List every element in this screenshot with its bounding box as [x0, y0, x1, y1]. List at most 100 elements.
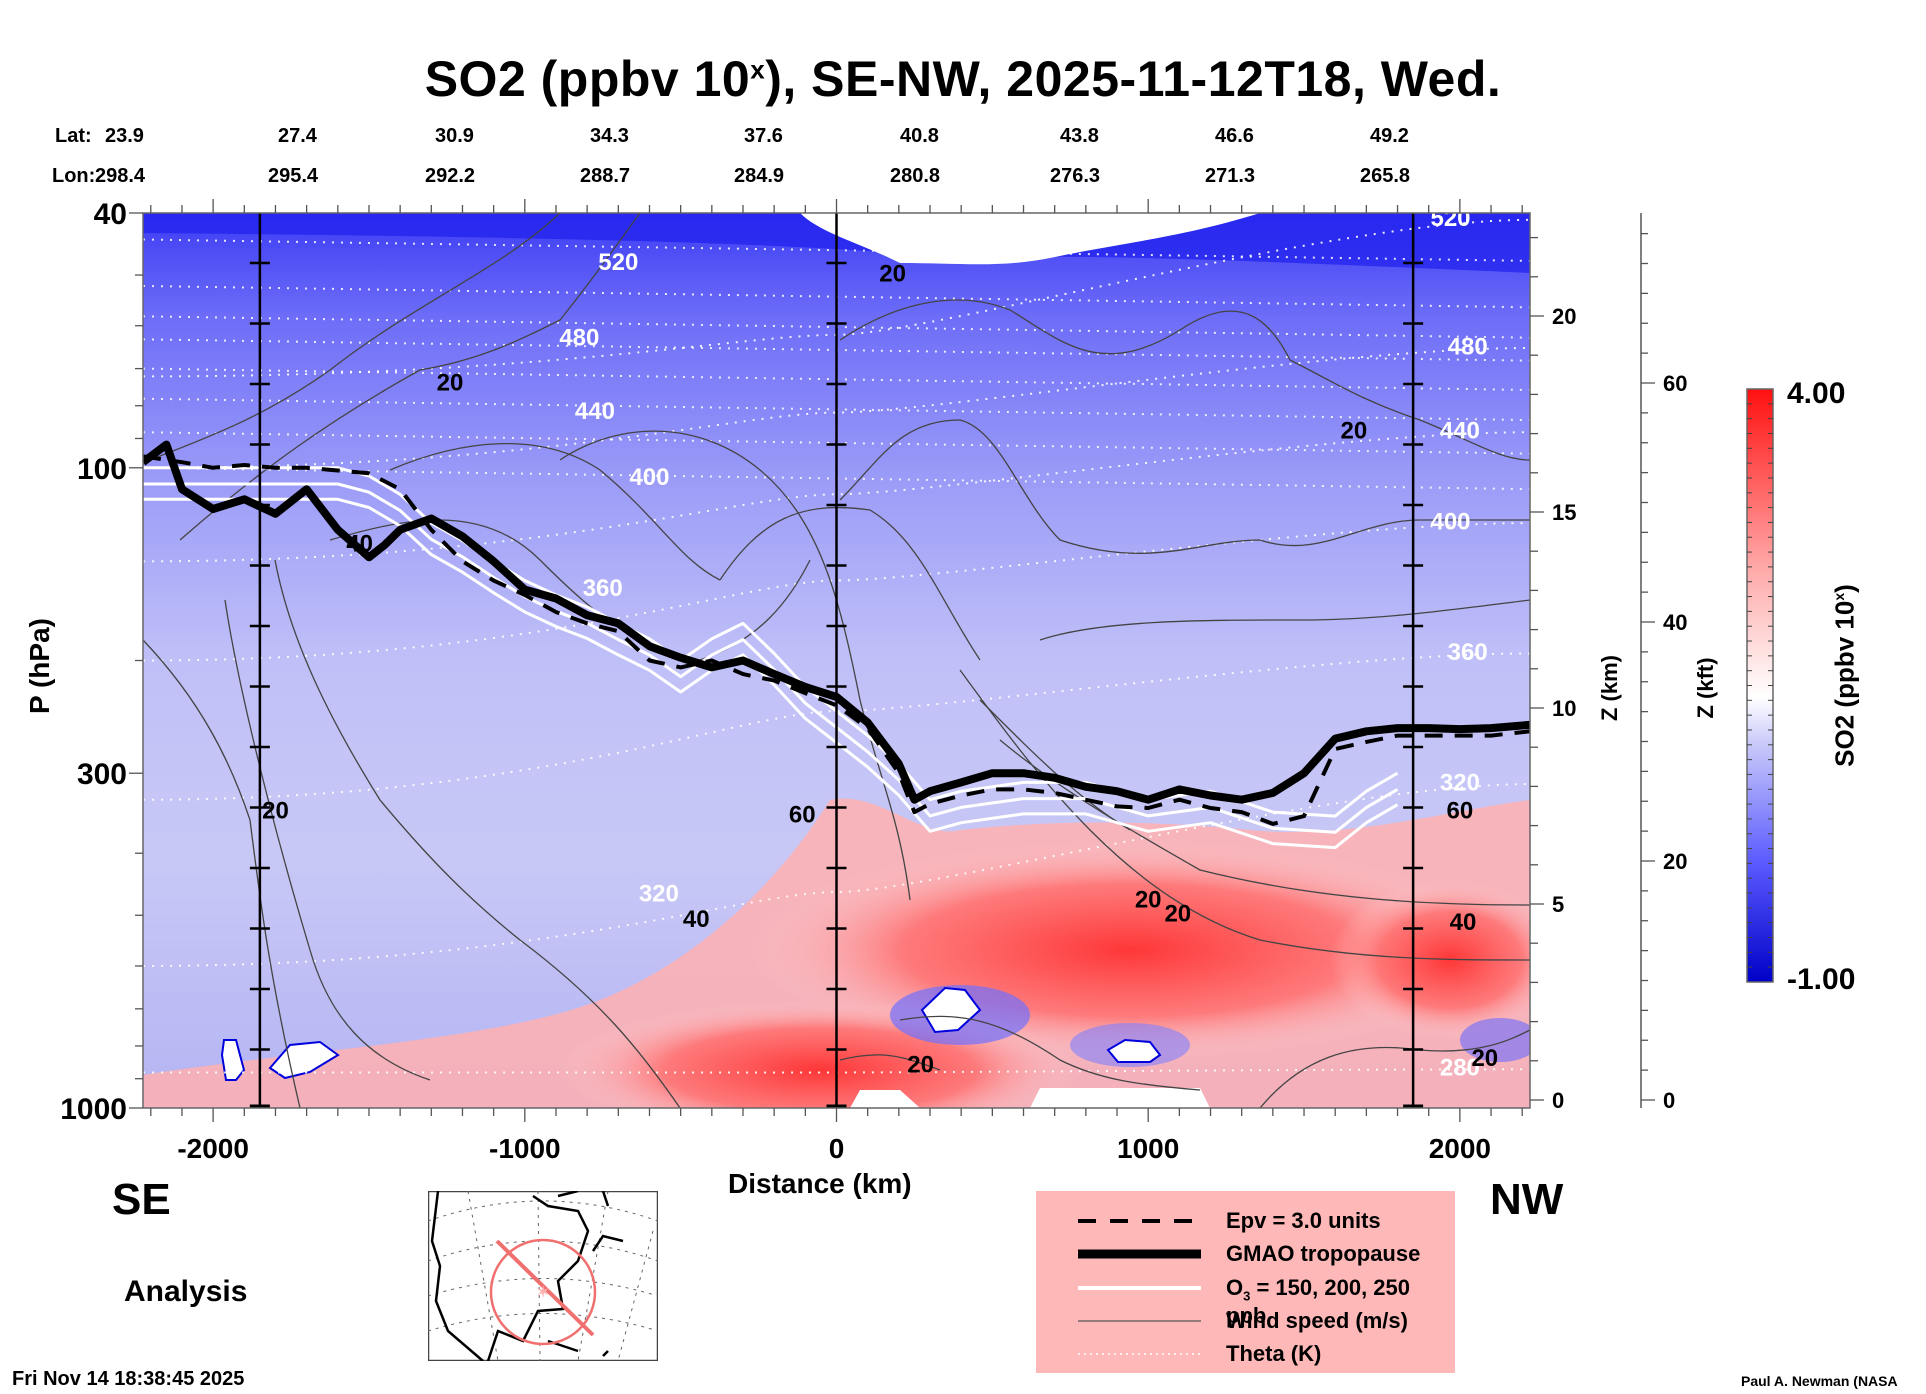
wind-speed-contour — [559, 430, 911, 901]
lon-value: 265.8 — [1360, 165, 1411, 187]
lat-value: 37.6 — [744, 125, 783, 147]
legend: Epv = 3.0 units GMAO tropopause O3 = 150… — [1036, 1191, 1455, 1373]
theta-contour-label: 280 — [1440, 1055, 1480, 1082]
ozone-contour-line — [143, 482, 1399, 834]
inset-map-frame — [428, 1191, 658, 1361]
coastline — [430, 1191, 624, 1361]
theta-contour-label: 400 — [1430, 508, 1470, 535]
wind-contour-label: 40 — [683, 906, 710, 933]
theta-contour — [143, 783, 1530, 967]
inset-map-graticule — [428, 1191, 658, 1361]
z-kft-axis-label: Z (kft) — [1693, 657, 1718, 719]
wind-speed-contour — [179, 213, 641, 541]
wind-contour-label: 40 — [1450, 909, 1477, 936]
lon-value: 288.7 — [580, 165, 631, 187]
wind-speed-contour — [999, 739, 1530, 906]
wind-contour-label: 20 — [1341, 418, 1368, 445]
z-km-tick-label: 15 — [1552, 500, 1576, 525]
theta-contour-label: 360 — [583, 575, 623, 602]
z-kft-tick-label: 60 — [1663, 371, 1687, 396]
x-tick-label: 0 — [829, 1133, 845, 1164]
lon-label: Lon: — [52, 165, 96, 187]
theta-contour-label: 480 — [1448, 333, 1488, 360]
z-kft-tick-label: 40 — [1663, 610, 1687, 635]
wind-contour-label: 20 — [879, 260, 906, 287]
x-tick-label: -1000 — [489, 1133, 561, 1164]
z-kft-tick-label: 0 — [1663, 1088, 1675, 1113]
inset-map: ✶ — [428, 1191, 658, 1361]
lon-value: 276.3 — [1050, 165, 1101, 187]
lat-value: 34.3 — [590, 125, 629, 147]
y-axis-label: P (hPa) — [24, 618, 55, 714]
theta-contour-label: 320 — [639, 880, 679, 907]
analysis-label: Analysis — [124, 1275, 248, 1308]
colorbar-min-label: -1.00 — [1787, 963, 1856, 996]
lat-value: 40.8 — [900, 125, 939, 147]
y-tick-label: 40 — [94, 198, 127, 231]
chart-title: SO2 (ppbv 10x), SE-NW, 2025-11-12T18, We… — [424, 51, 1502, 107]
wind-speed-contour — [839, 419, 1530, 554]
theta-contour-label: 320 — [1440, 769, 1480, 796]
theta-contour-label: 520 — [598, 249, 638, 276]
timestamp: Fri Nov 14 18:38:45 2025 — [12, 1368, 245, 1390]
legend-label-theta: Theta (K) — [1226, 1341, 1322, 1366]
theta-contour-label: 440 — [575, 398, 615, 425]
z-km-axis-label: Z (km) — [1597, 655, 1622, 721]
lat-value: 46.6 — [1215, 125, 1254, 147]
lat-value: 30.9 — [435, 125, 474, 147]
wind-contour-label: 20 — [1135, 886, 1162, 913]
y-tick-label: 1000 — [60, 1093, 127, 1126]
lat-value: 27.4 — [278, 125, 317, 147]
lat-label: Lat: — [55, 125, 92, 147]
lon-value: 280.8 — [890, 165, 941, 187]
z-km-tick-label: 5 — [1552, 892, 1564, 917]
wind-speed-contour — [274, 559, 681, 1108]
legend-label-tropopause: GMAO tropopause — [1226, 1241, 1421, 1266]
theta-contour-label: 520 — [1430, 205, 1470, 232]
legend-label-epv: Epv = 3.0 units — [1226, 1208, 1381, 1233]
wind-contour-label: 20 — [437, 369, 464, 396]
lat-value: 43.8 — [1060, 125, 1099, 147]
wind-contour-label: 60 — [1447, 797, 1474, 824]
x-axis-label: Distance (km) — [728, 1168, 912, 1199]
missing-data-pocket — [920, 986, 982, 1034]
lat-value: 49.2 — [1370, 125, 1409, 147]
theta-contour-label: 400 — [629, 464, 669, 491]
wind-speed-contour — [1039, 599, 1530, 641]
se-label: SE — [112, 1175, 171, 1224]
wind-speed-contour — [143, 639, 301, 1108]
theta-contour-label: 440 — [1440, 418, 1480, 445]
x-tick-label: 1000 — [1117, 1133, 1179, 1164]
wind-speed-contour — [149, 213, 561, 461]
wind-speed-contour — [389, 443, 721, 581]
wind-contour-label: 20 — [262, 797, 289, 824]
wind-speed-contour — [839, 299, 1530, 461]
lon-value: 295.4 — [268, 165, 319, 187]
legend-label-wind: Wind speed (m/s) — [1226, 1308, 1408, 1333]
z-km-tick-label: 0 — [1552, 1088, 1564, 1113]
lon-value: 271.3 — [1205, 165, 1256, 187]
z-km-tick-label: 20 — [1552, 304, 1576, 329]
wind-contour-label: 60 — [789, 801, 816, 828]
map-center-star-icon: ✶ — [535, 1282, 550, 1302]
wind-speed-contour — [899, 1015, 1201, 1091]
epv-dashed-line — [143, 454, 1530, 826]
tropopause-line — [143, 440, 1530, 804]
wind-contour-label: 20 — [1164, 901, 1191, 928]
y-tick-label: 300 — [77, 758, 127, 791]
wind-speed-contour — [719, 506, 981, 661]
so2-field-blue-pocket — [1460, 1018, 1530, 1062]
colorbar-label: SO2 (ppbv 10x) — [1829, 584, 1860, 767]
legend-symbols — [1078, 1219, 1201, 1355]
missing-data-pocket — [220, 1039, 246, 1081]
missing-data-pocket — [1106, 1038, 1162, 1063]
wind-contour-label: 20 — [1471, 1045, 1498, 1072]
z-kft-tick-label: 20 — [1663, 849, 1687, 874]
y-tick-label: 100 — [77, 453, 127, 486]
so2-field-red-east — [1330, 880, 1530, 1040]
map-range-circle — [489, 1238, 597, 1346]
lon-value: 292.2 — [425, 165, 476, 187]
x-tick-label: -2000 — [177, 1133, 249, 1164]
legend-label-o3: O3 = 150, 200, 250 ppb — [1226, 1275, 1410, 1329]
